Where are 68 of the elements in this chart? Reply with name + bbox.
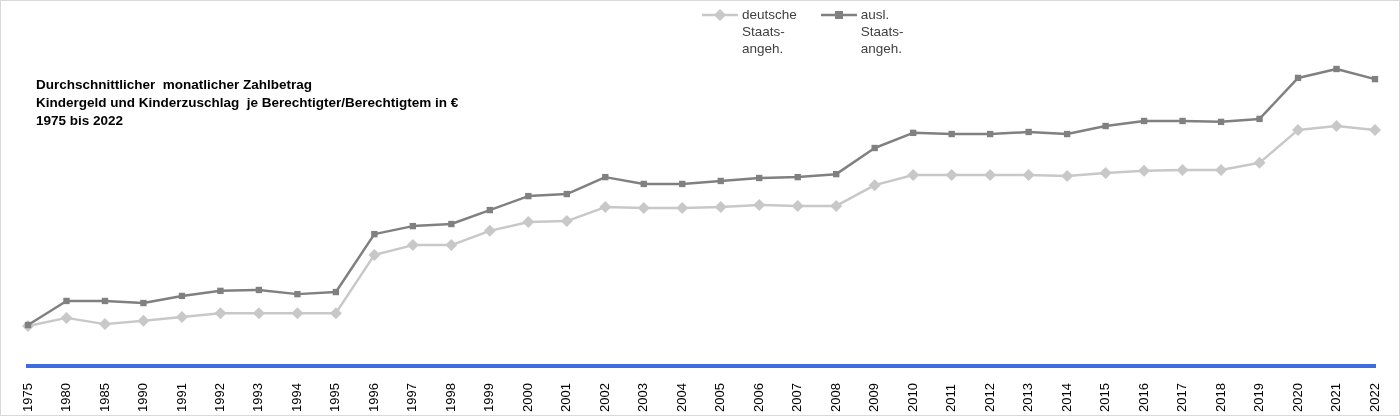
point (140, 299, 147, 307)
point (1099, 166, 1112, 179)
point (483, 224, 496, 237)
x-tick-label: 2012 (981, 383, 997, 412)
legend-label: ausl. Staats- angeh. (860, 6, 904, 57)
point (1369, 123, 1381, 136)
point (1102, 122, 1109, 130)
point (1330, 120, 1343, 133)
point (175, 311, 188, 323)
x-tick-label: 2008 (827, 383, 843, 412)
x-tick-label: 2004 (673, 383, 689, 412)
x-tick-label: 2006 (750, 383, 766, 412)
x-tick-label: 1997 (404, 383, 420, 412)
point (137, 314, 150, 327)
x-tick-label: 2009 (866, 383, 882, 412)
x-tick-label: 2007 (789, 383, 805, 412)
x-tick-label: 2011 (943, 384, 959, 412)
point (868, 179, 881, 192)
point (406, 239, 419, 252)
x-tick-label: 2001 (558, 383, 574, 412)
point (98, 318, 111, 331)
x-tick-label: 1980 (58, 383, 74, 412)
x-tick-label: 2010 (904, 383, 920, 412)
point (1025, 128, 1032, 136)
x-tick-label: 2015 (1097, 383, 1113, 412)
x-tick-label: 2002 (596, 383, 612, 412)
x-tick-label: 1999 (481, 383, 497, 412)
point (294, 290, 301, 298)
point (1253, 156, 1266, 169)
point (1179, 117, 1186, 125)
x-tick-label: 2020 (1289, 383, 1305, 412)
point (448, 220, 455, 228)
x-tick-label: 1994 (288, 383, 304, 412)
point (214, 307, 227, 320)
x-tick-label: 1996 (365, 383, 381, 412)
legend-label: deutsche Staats- angeh. (742, 6, 797, 57)
x-tick-label: 2017 (1174, 383, 1190, 412)
point (1292, 123, 1305, 136)
x-tick-label: 2014 (1058, 383, 1074, 412)
point (371, 230, 378, 238)
x-tick-label: 2021 (1328, 383, 1344, 412)
x-tick-label: 1990 (135, 383, 151, 412)
x-tick-label: 1985 (96, 383, 112, 412)
point (368, 248, 381, 261)
x-tick-label: 2019 (1251, 383, 1267, 412)
x-tick-label: 2018 (1212, 383, 1228, 412)
point (830, 199, 843, 212)
x-tick-label: 2013 (1020, 383, 1036, 412)
point (948, 130, 955, 138)
x-tick-label: 1993 (250, 383, 266, 412)
x-tick-label: 2005 (712, 383, 728, 412)
point (445, 239, 458, 252)
point (1333, 65, 1340, 73)
point (60, 311, 73, 324)
x-tick-label: 1992 (212, 383, 228, 412)
x-tick-label: 1975 (19, 383, 35, 412)
text: Durchschnittlicher monatlicher Zahlbetrag Kindergeld und Kinderzuschlag je Berechtigter/Berechtigtem in € 1975 bis 2022 (36, 76, 459, 130)
point (1215, 163, 1228, 176)
x-tick-label: 1995 (327, 383, 343, 412)
x-tick-label: 2003 (635, 383, 651, 412)
point (217, 287, 224, 295)
x-tick-label: 2016 (1135, 383, 1151, 412)
point (63, 297, 70, 305)
x-tick-label: 1991 (173, 383, 189, 412)
x-tick-label: 1998 (442, 383, 458, 412)
x-tick-label: 2022 (1366, 383, 1382, 412)
point (1256, 115, 1263, 123)
x-tick-label: 2000 (519, 383, 535, 412)
